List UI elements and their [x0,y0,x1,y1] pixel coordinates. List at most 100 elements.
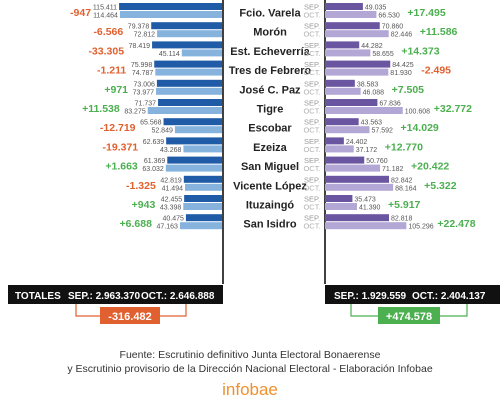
left-sep-value: 62.639 [143,139,165,146]
totals-label: TOTALES [15,291,61,302]
left-oct-value: 47.163 [157,224,179,231]
period-label-oct: OCT. [303,145,320,154]
right-sep-value: 24.402 [346,139,368,146]
period-label-sep: SEP. [304,156,320,165]
right-oct-value: 66.530 [378,13,400,20]
source-line-2: y Escrutinio provisorio de la Dirección … [67,363,433,375]
left-delta: +6.688 [120,218,153,230]
left-oct-bar [183,203,222,210]
left-oct-bar [156,87,222,95]
left-sep-value: 78.419 [129,43,151,50]
period-label-sep: SEP. [304,214,320,223]
left-oct-bar [181,49,222,57]
period-label-sep: SEP. [304,195,320,204]
left-oct-value: 45.114 [159,51,180,58]
left-oct-bar [183,145,222,153]
left-oct-value: 74.787 [132,70,154,77]
right-delta: +22.478 [437,218,475,230]
right-oct-bar [325,11,377,18]
right-totals-bar [325,285,500,304]
period-label-sep: SEP. [304,118,320,127]
left-delta: -1.325 [126,180,156,192]
period-label-oct: OCT. [303,126,320,135]
right-sep-bar [325,22,380,30]
right-oct-bar [325,107,403,114]
right-sep-bar [325,3,363,10]
left-delta: -1.211 [97,65,126,77]
municipality-label: Est. Echeverría [230,46,310,58]
period-label-oct: OCT. [303,183,320,192]
municipality-label: Tigre [257,104,284,116]
right-oct-value: 58.655 [372,51,394,58]
left-sep-bar [163,118,222,126]
left-sep-value: 42.819 [160,177,182,184]
right-sep-bar [325,214,389,222]
left-sep-bar [156,79,222,87]
right-oct-bar [325,30,389,38]
right-sep-bar [325,79,355,87]
left-oct-bar [155,68,222,76]
right-oct-bar [325,203,357,210]
right-sep-bar [325,175,390,183]
right-sep-value: 44.282 [361,43,383,50]
period-label-sep: SEP. [304,99,320,108]
right-sep-bar [325,118,359,126]
right-sep-bar [325,195,353,202]
right-sep-total: SEP.: 1.929.559 [334,291,407,302]
left-oct-value: 83.275 [124,109,146,116]
left-oct-value: 52.849 [151,128,173,135]
left-delta: -6.566 [93,26,123,38]
right-sep-value: 82.818 [391,216,413,223]
right-sep-bar [325,137,344,145]
right-oct-value: 81.930 [390,70,412,77]
period-label-sep: SEP. [304,60,320,69]
left-delta: +971 [104,84,128,96]
right-total-delta: +474.578 [386,311,432,323]
left-oct-value: 63.032 [142,166,164,173]
left-oct-bar [147,107,222,114]
left-totals-bar [8,285,223,304]
municipality-label: San Isidro [243,219,296,231]
right-delta: +14.029 [401,122,439,134]
left-sep-bar [184,195,222,202]
right-oct-value: 88.164 [395,185,417,192]
left-sep-bar [185,214,222,222]
right-oct-value: 82.446 [391,32,413,39]
right-sep-value: 38.583 [357,81,379,88]
period-label-oct: OCT. [303,87,320,96]
left-sep-bar [158,99,222,106]
left-sep-bar [166,137,222,145]
left-sep-bar [151,22,222,30]
left-delta: -947 [70,7,91,19]
municipality-label: Vicente López [233,180,307,192]
infobae-logo: infobae [222,380,278,399]
left-sep-value: 40.475 [162,216,184,223]
left-oct-value: 43.268 [160,147,182,154]
period-label-sep: SEP. [304,3,320,12]
source-line-1: Fuente: Escrutinio definitivo Junta Elec… [119,349,381,361]
municipality-label: Morón [253,27,287,39]
left-oct-total: OCT.: 2.646.888 [141,291,215,302]
left-total-delta-badge [100,307,160,324]
left-sep-bar [119,3,222,10]
left-total-delta: -316.482 [108,311,151,323]
right-delta: +7.505 [392,84,425,96]
right-sep-value: 84.425 [392,62,414,69]
right-oct-bar [325,49,371,57]
right-delta: +17.495 [407,7,445,19]
municipality-label: José C. Paz [239,84,301,96]
right-delta: +5.322 [424,180,457,192]
period-label-oct: OCT. [303,203,320,212]
right-oct-bar [325,164,381,172]
left-oct-bar [174,126,222,134]
left-delta: +11.538 [82,103,120,115]
right-oct-bar [325,222,407,230]
right-delta: -2.495 [421,65,451,77]
municipality-label: Ituzaingó [246,200,295,212]
left-oct-bar [119,11,222,18]
right-oct-value: 71.182 [382,166,404,173]
right-sep-bar [325,60,391,68]
left-delta: -12.719 [100,122,136,134]
right-delta: +5.917 [388,199,421,211]
